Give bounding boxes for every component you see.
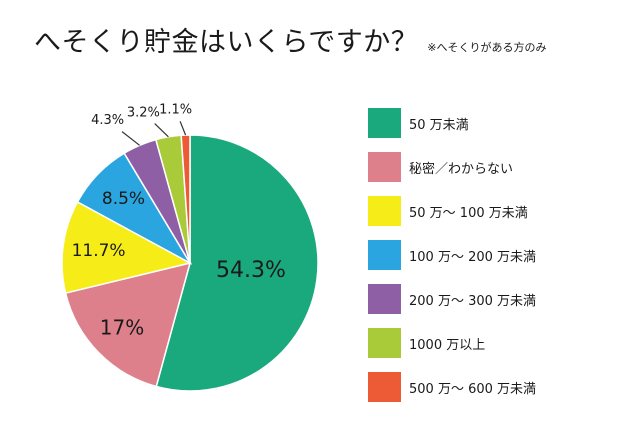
leader-lines [121,121,187,146]
chart-title-block: へそくり貯金はいくらですか？ ※へそくりがある方のみ [34,20,547,59]
legend-swatch [368,284,401,314]
leader-line-5 [121,131,140,146]
legend-item-3: 50 万～ 100 万未満 [368,196,528,226]
legend-label: 200 万～ 300 万未満 [409,293,537,309]
data-labels: 54.3% 17% 11.7% 8.5% 4.3% 3.2% 1.1% [72,103,286,340]
legend-item-2: 秘密／わからない [368,152,513,182]
legend-label: 1000 万以上 [409,337,486,353]
legend-label: 50 万未満 [409,117,469,133]
data-label-6: 3.2% [127,105,160,120]
data-label-1: 54.3% [216,258,286,283]
chart-title: へそくり貯金はいくらですか？ [34,27,419,58]
legend-item-7: 500 万～ 600 万未満 [368,372,536,402]
leader-line-6 [154,123,169,138]
legend-swatch [368,240,401,270]
legend-swatch [368,328,401,358]
legend-swatch [368,108,401,138]
data-label-3: 11.7% [72,241,126,261]
data-label-5: 4.3% [91,113,124,128]
legend-item-5: 200 万～ 300 万未満 [368,284,536,314]
pie-slice-2 [64,261,192,388]
data-label-2: 17% [100,316,144,340]
chart-subtitle: ※へそくりがある方のみ [427,41,547,54]
data-label-7: 1.1% [159,103,192,118]
legend-swatch [368,372,401,402]
legend-label: 50 万～ 100 万未満 [409,205,528,221]
legend-item-6: 1000 万以上 [368,328,485,358]
legend-item-4: 100 万～ 200 万未満 [368,240,536,270]
pie-slices [61,134,319,392]
pie-slice-1 [155,134,319,392]
legend-swatch [368,152,401,182]
pie-slice-3 [61,200,193,294]
legend-label: 500 万～ 600 万未満 [409,381,537,397]
legend-swatch [368,196,401,226]
leader-line-7 [179,121,187,136]
legend-label: 秘密／わからない [409,161,514,177]
data-label-4: 8.5% [102,189,145,209]
legend-item-1: 50 万未満 [368,108,469,138]
legend-label: 100 万～ 200 万未満 [409,249,537,265]
